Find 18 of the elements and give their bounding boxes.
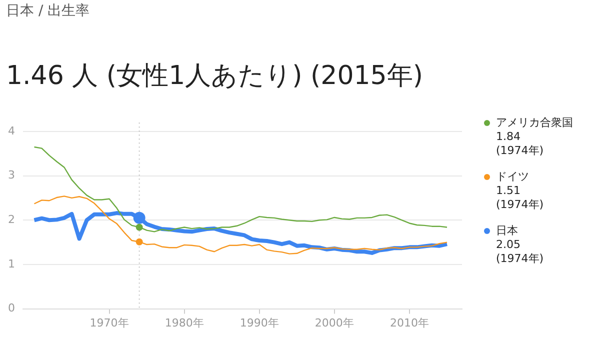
y-tick-label: 0	[8, 302, 15, 315]
y-tick-label: 1	[8, 257, 15, 270]
text: 2.05 (1974年)	[496, 238, 545, 266]
x-tick-label: 2000年	[314, 316, 354, 330]
x-tick-label: 2010年	[390, 316, 429, 330]
x-tick-label: 1990年	[240, 316, 279, 330]
text: 1.84 (1974年)	[496, 130, 545, 158]
y-tick-label: 3	[8, 168, 15, 182]
legend-label: 日本	[496, 224, 519, 238]
y-tick-label: 2	[8, 212, 15, 226]
chart-title: 1.46 人 (女性1人あたり) (2015年)	[6, 60, 423, 93]
x-tick-label: 1970年	[90, 316, 129, 330]
x-tick-label: 1980年	[164, 316, 204, 330]
y-tick-label: 4	[8, 124, 15, 138]
legend-label: ドイツ	[496, 170, 530, 184]
chart-subtitle: 日本 / 出生率	[6, 2, 90, 20]
legend-label: アメリカ合衆国	[496, 116, 573, 130]
text: 1.51 (1974年)	[496, 184, 545, 212]
